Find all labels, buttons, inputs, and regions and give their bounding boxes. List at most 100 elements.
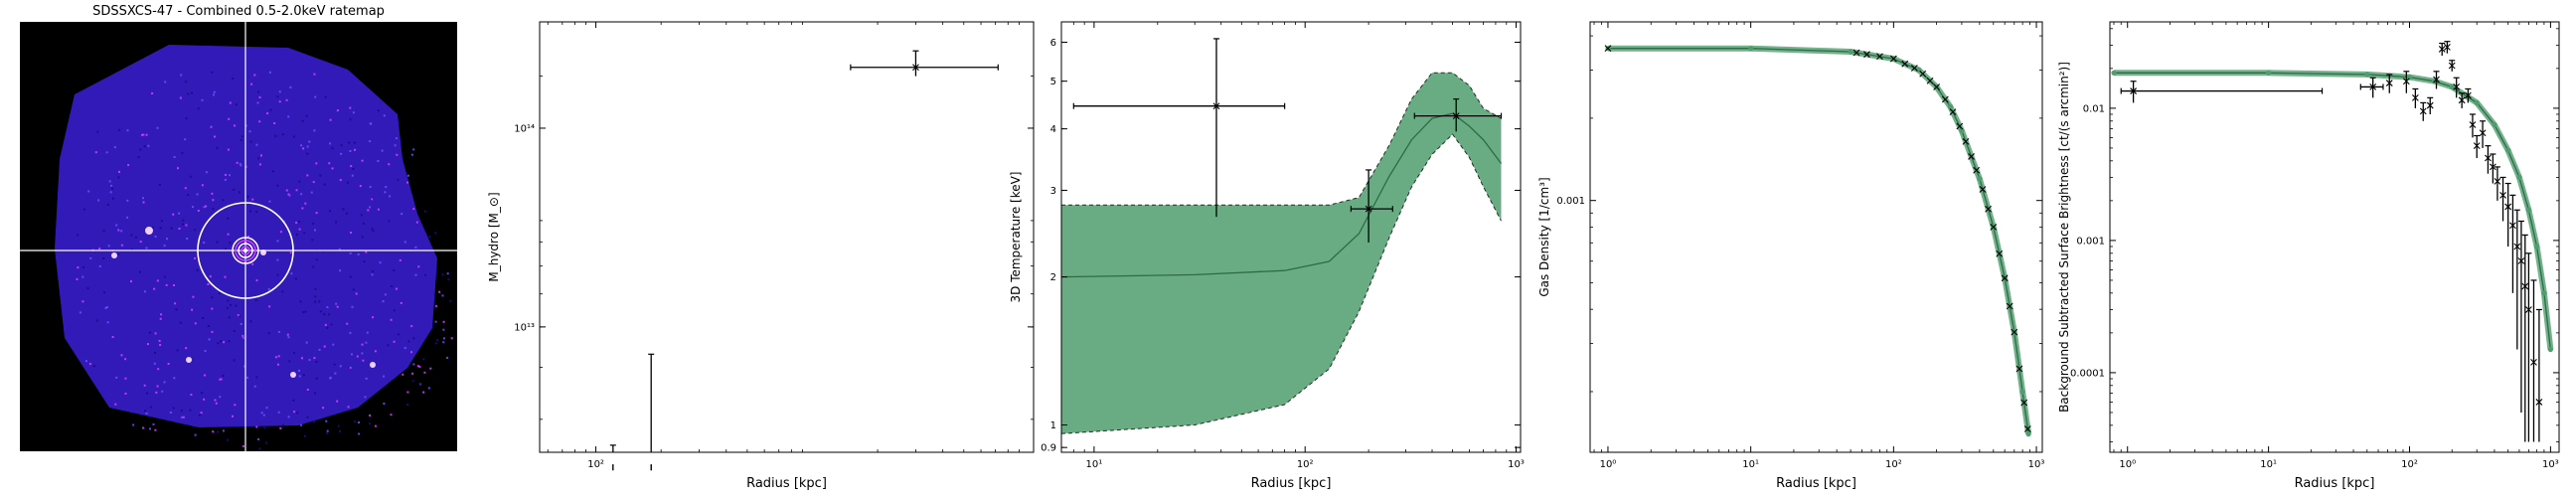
ratemap-speckle bbox=[306, 174, 309, 177]
ratemap-speckle bbox=[369, 140, 372, 143]
ratemap-speckle bbox=[249, 320, 252, 323]
ratemap-speckle bbox=[339, 179, 342, 182]
data-point bbox=[2521, 282, 2529, 290]
ratemap-speckle bbox=[306, 389, 309, 391]
ratemap-speckle bbox=[322, 407, 325, 410]
model-marker bbox=[2111, 70, 2117, 76]
ratemap-speckle bbox=[450, 337, 453, 340]
ratemap-speckle bbox=[358, 432, 361, 435]
ratemap-speckle bbox=[407, 340, 410, 343]
data-point bbox=[1910, 65, 1918, 72]
data-point bbox=[2444, 43, 2451, 51]
ratemap-speckle bbox=[260, 154, 262, 157]
ratemap-speckle bbox=[305, 341, 308, 344]
y-tick-label: 3 bbox=[1050, 186, 1056, 197]
ratemap-speckle bbox=[239, 314, 242, 317]
ratemap-speckle bbox=[299, 300, 302, 303]
ratemap-speckle bbox=[175, 308, 178, 311]
ratemap-speckle bbox=[295, 222, 298, 225]
ratemap-speckle bbox=[412, 337, 415, 340]
data-point bbox=[1604, 45, 1612, 53]
ratemap-speckle bbox=[411, 380, 414, 383]
ratemap-speckle bbox=[412, 148, 415, 151]
ratemap-speckle bbox=[349, 118, 352, 121]
ratemap-speckle bbox=[354, 420, 357, 422]
data-point bbox=[2458, 96, 2466, 104]
ratemap-speckle bbox=[347, 406, 350, 409]
ratemap-speckle bbox=[147, 343, 149, 346]
temperature-panel: 10¹ 10² 10³ 0.9 1 2 3 4 5 6 Radius [kpc] 3D Tempera… bbox=[1009, 21, 1525, 491]
ratemap-speckle bbox=[113, 146, 116, 149]
ratemap-speckle bbox=[389, 195, 392, 198]
y-tick-label: 0.001 bbox=[2076, 236, 2105, 247]
ratemap-speckle bbox=[428, 236, 431, 239]
data-point bbox=[2513, 243, 2521, 250]
ratemap-speckle bbox=[276, 95, 279, 98]
ratemap-speckle bbox=[288, 194, 291, 197]
ratemap-speckle bbox=[381, 149, 384, 152]
ratemap-speckle bbox=[293, 411, 296, 414]
ratemap-speckle bbox=[314, 295, 317, 298]
ratemap-speckle bbox=[328, 313, 331, 316]
ratemap-speckle bbox=[329, 118, 332, 121]
x-axis-label: Radius [kpc] bbox=[1776, 476, 1856, 491]
ratemap-speckle bbox=[211, 71, 214, 74]
ratemap-speckle bbox=[397, 178, 400, 181]
ratemap-aperture-inner-ring bbox=[232, 237, 259, 264]
ratemap-speckle bbox=[224, 275, 227, 278]
ratemap-speckle bbox=[281, 133, 284, 136]
ratemap-speckle bbox=[292, 399, 295, 402]
ratemap-speckle bbox=[385, 186, 388, 189]
ratemap-speckle bbox=[334, 372, 337, 375]
y-tick-label: 6 bbox=[1050, 38, 1056, 49]
ratemap-speckle bbox=[300, 193, 303, 196]
ratemap-speckle bbox=[285, 98, 288, 101]
ratemap-speckle bbox=[332, 343, 335, 346]
ratemap-speckle bbox=[234, 124, 236, 127]
ratemap-speckle bbox=[102, 257, 105, 259]
ratemap-speckle bbox=[102, 230, 105, 233]
ratemap-speckle bbox=[266, 112, 269, 115]
ratemap-speckle bbox=[314, 229, 316, 232]
ratemap-speckle bbox=[81, 275, 84, 278]
data-point bbox=[2023, 425, 2031, 432]
ratemap-speckle bbox=[194, 256, 196, 259]
ratemap-speckle bbox=[347, 181, 349, 184]
ratemap-speckle bbox=[339, 269, 342, 272]
ratemap-speckle bbox=[308, 140, 311, 143]
ratemap-speckle bbox=[184, 138, 187, 141]
ratemap-speckle bbox=[302, 311, 305, 313]
ratemap-speckle bbox=[388, 163, 391, 166]
ratemap-speckle bbox=[160, 313, 163, 316]
ratemap-speckle bbox=[77, 266, 80, 269]
ratemap-speckle bbox=[239, 162, 242, 165]
ratemap-speckle bbox=[304, 434, 306, 437]
ratemap-speckle bbox=[139, 241, 142, 244]
ratemap-speckle bbox=[326, 326, 329, 329]
ratemap-speckle bbox=[182, 223, 184, 226]
x-tick-label: 10⁰ bbox=[1600, 459, 1617, 470]
ratemap-speckle bbox=[95, 319, 98, 322]
ratemap-speckle bbox=[315, 212, 318, 215]
ratemap-speckle bbox=[366, 331, 369, 334]
data-point bbox=[2509, 222, 2516, 230]
data-point bbox=[2426, 101, 2434, 109]
ratemap-point-source bbox=[290, 372, 296, 378]
ratemap-speckle bbox=[300, 144, 303, 147]
ratemap-speckle bbox=[117, 176, 120, 179]
ratemap-speckle bbox=[257, 157, 259, 160]
ratemap-speckle bbox=[179, 321, 182, 324]
ratemap-speckle bbox=[89, 256, 92, 259]
ratemap-speckle bbox=[143, 145, 146, 148]
ratemap-speckle bbox=[311, 239, 314, 242]
ratemap-speckle bbox=[393, 269, 396, 271]
model-uncertainty-band bbox=[1061, 73, 1502, 434]
ratemap-speckle bbox=[353, 141, 356, 144]
data-point bbox=[2411, 93, 2419, 101]
ratemap-speckle bbox=[111, 187, 113, 190]
ratemap-speckle bbox=[139, 148, 142, 151]
ratemap-speckle bbox=[211, 192, 214, 195]
ratemap-speckle bbox=[361, 352, 364, 355]
ratemap-speckle bbox=[348, 141, 351, 144]
